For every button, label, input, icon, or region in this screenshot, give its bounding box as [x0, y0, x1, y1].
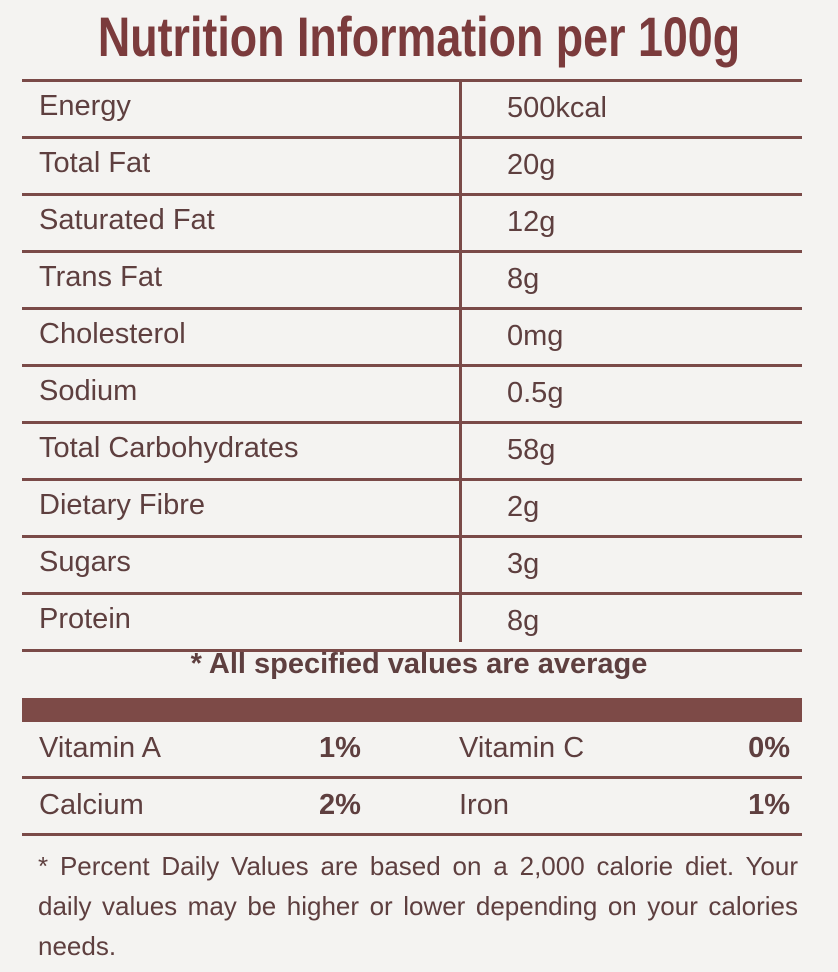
table-row: Sodium 0.5g [22, 364, 802, 421]
nutrient-value: 0.5g [507, 377, 564, 409]
nutrient-name: Trans Fat [39, 261, 163, 293]
column-divider [459, 79, 462, 642]
nutrient-value: 58g [507, 434, 556, 466]
vitamin-name: Iron [459, 789, 509, 821]
table-row: Trans Fat 8g [22, 250, 802, 307]
nutrient-value: 12g [507, 206, 556, 238]
nutrient-name: Dietary Fibre [39, 489, 205, 521]
vitamin-name: Vitamin A [39, 732, 161, 764]
table-row: Cholesterol 0mg [22, 307, 802, 364]
nutrient-value: 2g [507, 491, 540, 523]
nutrient-name: Sugars [39, 546, 131, 578]
label-title: Nutrition Information per 100g [97, 5, 741, 68]
nutrient-name: Protein [39, 603, 131, 635]
nutrient-value: 0mg [507, 320, 564, 352]
table-row: Total Fat 20g [22, 136, 802, 193]
table-row: Total Carbohydrates 58g [22, 421, 802, 478]
nutrient-value: 20g [507, 149, 556, 181]
footnote: * Percent Daily Values are based on a 2,… [38, 851, 798, 961]
average-note: * All specified values are average [190, 648, 648, 680]
table-row: Dietary Fibre 2g [22, 478, 802, 535]
nutrient-name: Total Carbohydrates [39, 432, 299, 464]
vitamin-value: 1% [319, 732, 361, 764]
nutrition-table: Energy 500kcal Total Fat 20g Saturated Fat… [22, 79, 802, 652]
vitamin-row: Vitamin A 1% Vitamin C 0% [22, 722, 802, 779]
nutrient-value: 8g [507, 605, 540, 637]
nutrient-value: 500kcal [507, 92, 607, 124]
vitamin-value: 2% [319, 789, 361, 821]
vitamin-row: Calcium 2% Iron 1% [22, 779, 802, 836]
vitamin-name: Calcium [39, 789, 144, 821]
nutrient-value: 3g [507, 548, 540, 580]
nutrient-name: Saturated Fat [39, 204, 215, 236]
table-row: Sugars 3g [22, 535, 802, 592]
divider-bar [22, 698, 802, 722]
nutrient-value: 8g [507, 263, 540, 295]
nutrient-name: Total Fat [39, 147, 151, 179]
vitamin-name: Vitamin C [459, 732, 585, 764]
vitamin-value: 1% [748, 789, 790, 821]
nutrient-name: Energy [39, 90, 131, 122]
nutrient-name: Cholesterol [39, 318, 186, 350]
table-row: Protein 8g [22, 592, 802, 652]
table-row: Saturated Fat 12g [22, 193, 802, 250]
nutrient-name: Sodium [39, 375, 138, 407]
table-row: Energy 500kcal [22, 79, 802, 136]
vitamin-value: 0% [748, 732, 790, 764]
